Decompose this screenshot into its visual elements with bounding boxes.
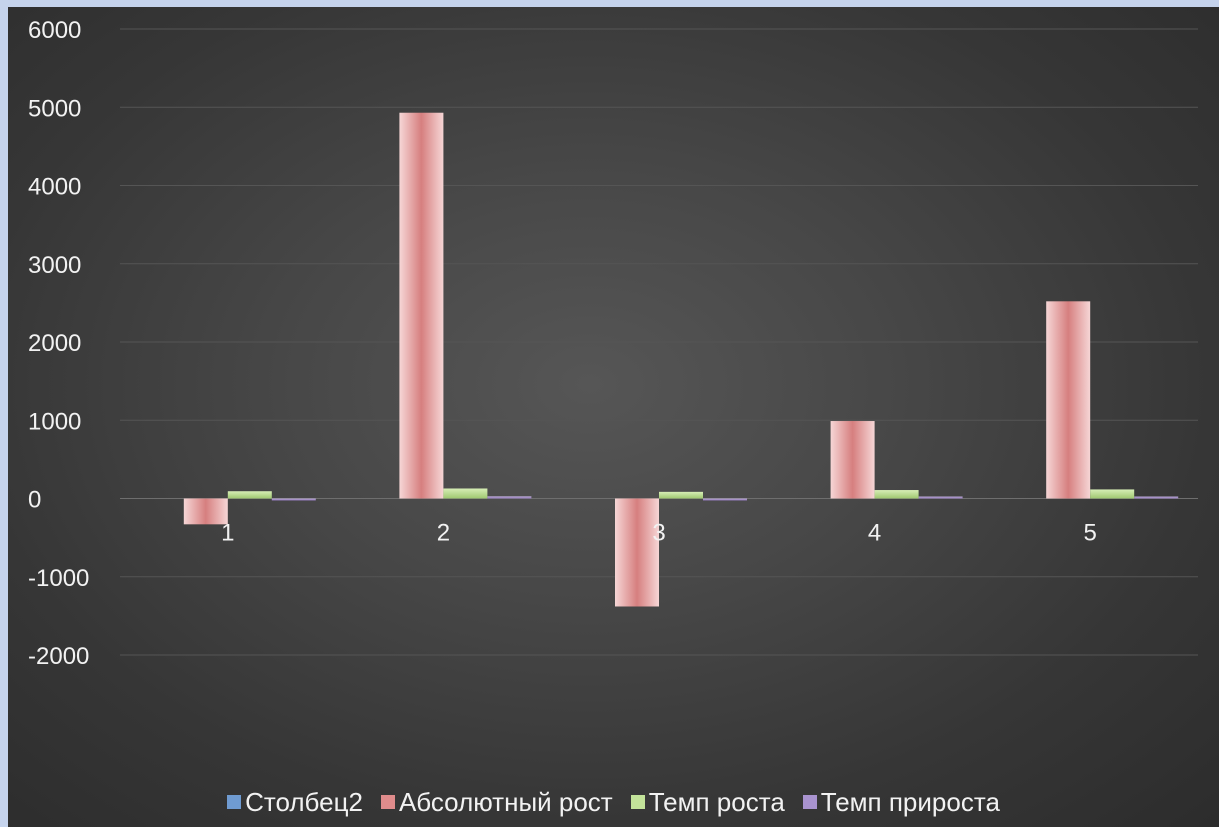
y-tick-label: 4000: [28, 174, 81, 201]
x-tick-label: 5: [1084, 520, 1097, 547]
bar-4-category-1: [271, 498, 316, 501]
bar-3-category-5: [1090, 489, 1135, 499]
bar-4-category-2: [487, 496, 532, 499]
y-tick-label: 2000: [28, 330, 81, 357]
bar-2-category-1: [183, 498, 228, 525]
bar-3-category-4: [874, 490, 919, 499]
legend-label: Темп прироста: [820, 786, 1000, 817]
y-tick-label: 1000: [28, 408, 81, 435]
bar-3-category-3: [659, 491, 703, 499]
x-tick-label: 2: [437, 520, 450, 547]
legend-swatch-green: [630, 795, 645, 809]
x-tick-label: 4: [868, 520, 881, 547]
y-tick-label: 5000: [28, 95, 81, 122]
legend-label: Столбец2: [245, 786, 363, 817]
x-tick-label: 1: [221, 520, 234, 547]
legend-label: Темп роста: [648, 786, 785, 817]
legend-swatch-purple: [802, 795, 817, 809]
bar-4-category-4: [918, 496, 963, 499]
legend-swatch-blue: [227, 795, 242, 809]
y-tick-label: -1000: [28, 565, 89, 592]
y-tick-label: 3000: [28, 252, 81, 279]
bar-4-category-3: [703, 498, 747, 501]
legend-label: Абсолютный рост: [398, 786, 613, 817]
bar-2-category-4: [830, 421, 875, 499]
chart-area: 6000 5000 4000 3000 2000 1000 0 -1000 -2000 1 2 3 4…: [8, 7, 1219, 827]
bar-3-category-2: [443, 488, 488, 499]
bar-2-category-3: [615, 498, 659, 607]
y-tick-label: 0: [28, 487, 41, 514]
x-tick-label: 3: [652, 520, 665, 547]
legend-item-stolbets2: Столбец2: [227, 787, 363, 818]
bar-4-category-5: [1134, 496, 1179, 499]
bar-chart: 6000 5000 4000 3000 2000 1000 0 -1000 -2000 1 2 3 4…: [28, 17, 1198, 670]
y-tick-label: 6000: [28, 17, 81, 44]
legend-item-increase-rate: Темп прироста: [802, 786, 1000, 818]
bar-2-category-5: [1046, 301, 1091, 499]
legend-item-absolute-growth: Абсолютный рост: [380, 786, 613, 818]
bar-3-category-1: [227, 491, 272, 499]
legend-item-growth-rate: Темп роста: [630, 786, 785, 818]
chart-legend: Столбец2 Абсолютный рост Темп роста Темп…: [8, 777, 1219, 827]
legend-swatch-red: [380, 795, 395, 809]
bar-2-category-2: [399, 112, 444, 499]
y-tick-label: -2000: [28, 643, 89, 670]
